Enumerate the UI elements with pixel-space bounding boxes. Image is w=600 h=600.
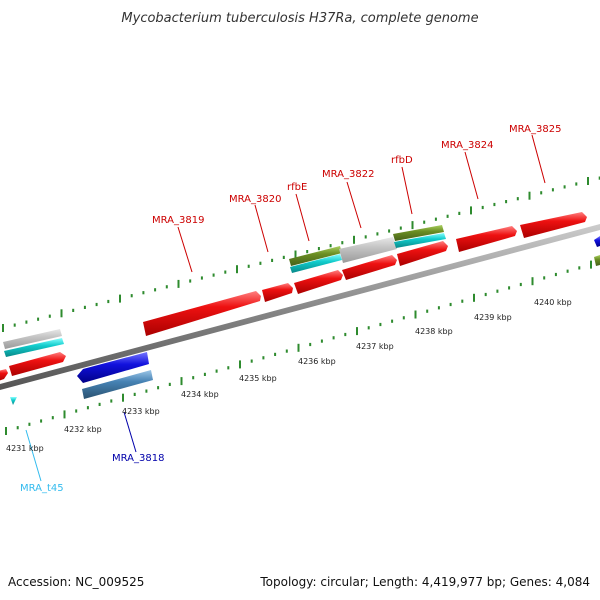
- gene-arrow-cds[interactable]: [143, 291, 261, 336]
- tick-row-forward: [2, 176, 600, 332]
- gene-arrow-cds[interactable]: [397, 241, 448, 266]
- gene-label-mra-3825[interactable]: MRA_3825: [509, 124, 561, 135]
- map-title: Mycobacterium tuberculosis H37Ra, comple…: [121, 11, 478, 26]
- gene-arrow-olive[interactable]: [289, 246, 342, 266]
- gene-label-mra-3824[interactable]: MRA_3824: [441, 140, 493, 151]
- leader-mra-3825: [531, 134, 546, 184]
- gene-arrow-olive[interactable]: [393, 225, 444, 241]
- scale-label: 4236 kbp: [298, 357, 336, 366]
- leader-rfbe: [295, 193, 310, 242]
- gene-arrow-blue[interactable]: [77, 352, 149, 383]
- gene-label-rfbe[interactable]: rfbE: [287, 182, 307, 193]
- gene-labels: MRA_3819 MRA_3820 rfbE MRA_3822 rfbD MRA…: [20, 124, 561, 494]
- gene-arrow-blue[interactable]: [594, 236, 600, 247]
- tick-row-reverse: [5, 260, 592, 435]
- gene-arrow-cds[interactable]: [456, 226, 517, 252]
- leader-mra-3819: [177, 226, 193, 273]
- gene-arrow-cyan[interactable]: [394, 233, 446, 248]
- gene-arrow-cyan[interactable]: [4, 338, 64, 357]
- gene-arrow-cds[interactable]: [9, 352, 66, 376]
- scale-label: 4239 kbp: [474, 313, 512, 322]
- scale-label: 4231 kbp: [6, 444, 44, 453]
- gene-label-mra-3818[interactable]: MRA_3818: [112, 453, 164, 464]
- gene-arrow-cds[interactable]: [262, 283, 293, 302]
- scale-label: 4234 kbp: [181, 390, 219, 399]
- scale-label: 4238 kbp: [415, 327, 453, 336]
- gene-arrow-grey[interactable]: [339, 237, 397, 263]
- gene-arrow-grey[interactable]: [3, 329, 62, 349]
- gene-label-mra-t45[interactable]: MRA_t45: [20, 483, 64, 494]
- gene-label-mra-3820[interactable]: MRA_3820: [229, 194, 281, 205]
- gene-arrow-cds[interactable]: [520, 212, 587, 238]
- gene-label-rfbd[interactable]: rfbD: [391, 155, 413, 166]
- forward-strand-genes: [0, 212, 600, 381]
- gene-label-mra-3819[interactable]: MRA_3819: [152, 215, 204, 226]
- scale-label: 4240 kbp: [534, 298, 572, 307]
- genome-backbone: [0, 224, 600, 390]
- gene-arrow-olive[interactable]: [594, 255, 600, 266]
- scale-label: 4233 kbp: [122, 407, 160, 416]
- leader-mra-3820: [254, 204, 269, 253]
- gene-arrow-steel[interactable]: [82, 370, 153, 399]
- leader-mra-3818: [123, 411, 137, 453]
- gene-arrow-cds[interactable]: [294, 270, 343, 294]
- leader-mra-3824: [464, 151, 479, 200]
- accession-text: Accession: NC_009525: [8, 575, 144, 589]
- genome-summary-text: Topology: circular; Length: 4,419,977 bp…: [259, 575, 590, 589]
- gene-arrow-cds[interactable]: [342, 255, 397, 280]
- scale-label: 4237 kbp: [356, 342, 394, 351]
- gene-arrow-cyan[interactable]: [290, 254, 342, 273]
- scale-label: 4235 kbp: [239, 374, 277, 383]
- gene-label-mra-3822[interactable]: MRA_3822: [322, 169, 374, 180]
- scale-label: 4232 kbp: [64, 425, 102, 434]
- label-leaders: [25, 134, 546, 482]
- leader-rfbd: [401, 166, 413, 215]
- reverse-strand-genes: [10, 352, 153, 405]
- leader-mra-3822: [346, 181, 362, 229]
- gene-arrow-cds[interactable]: [0, 369, 8, 381]
- leader-mra-t45: [25, 429, 42, 482]
- gene-arrow-trna[interactable]: [10, 397, 17, 405]
- scale-labels: 4231 kbp 4232 kbp 4233 kbp 4234 kbp 4235…: [6, 298, 572, 453]
